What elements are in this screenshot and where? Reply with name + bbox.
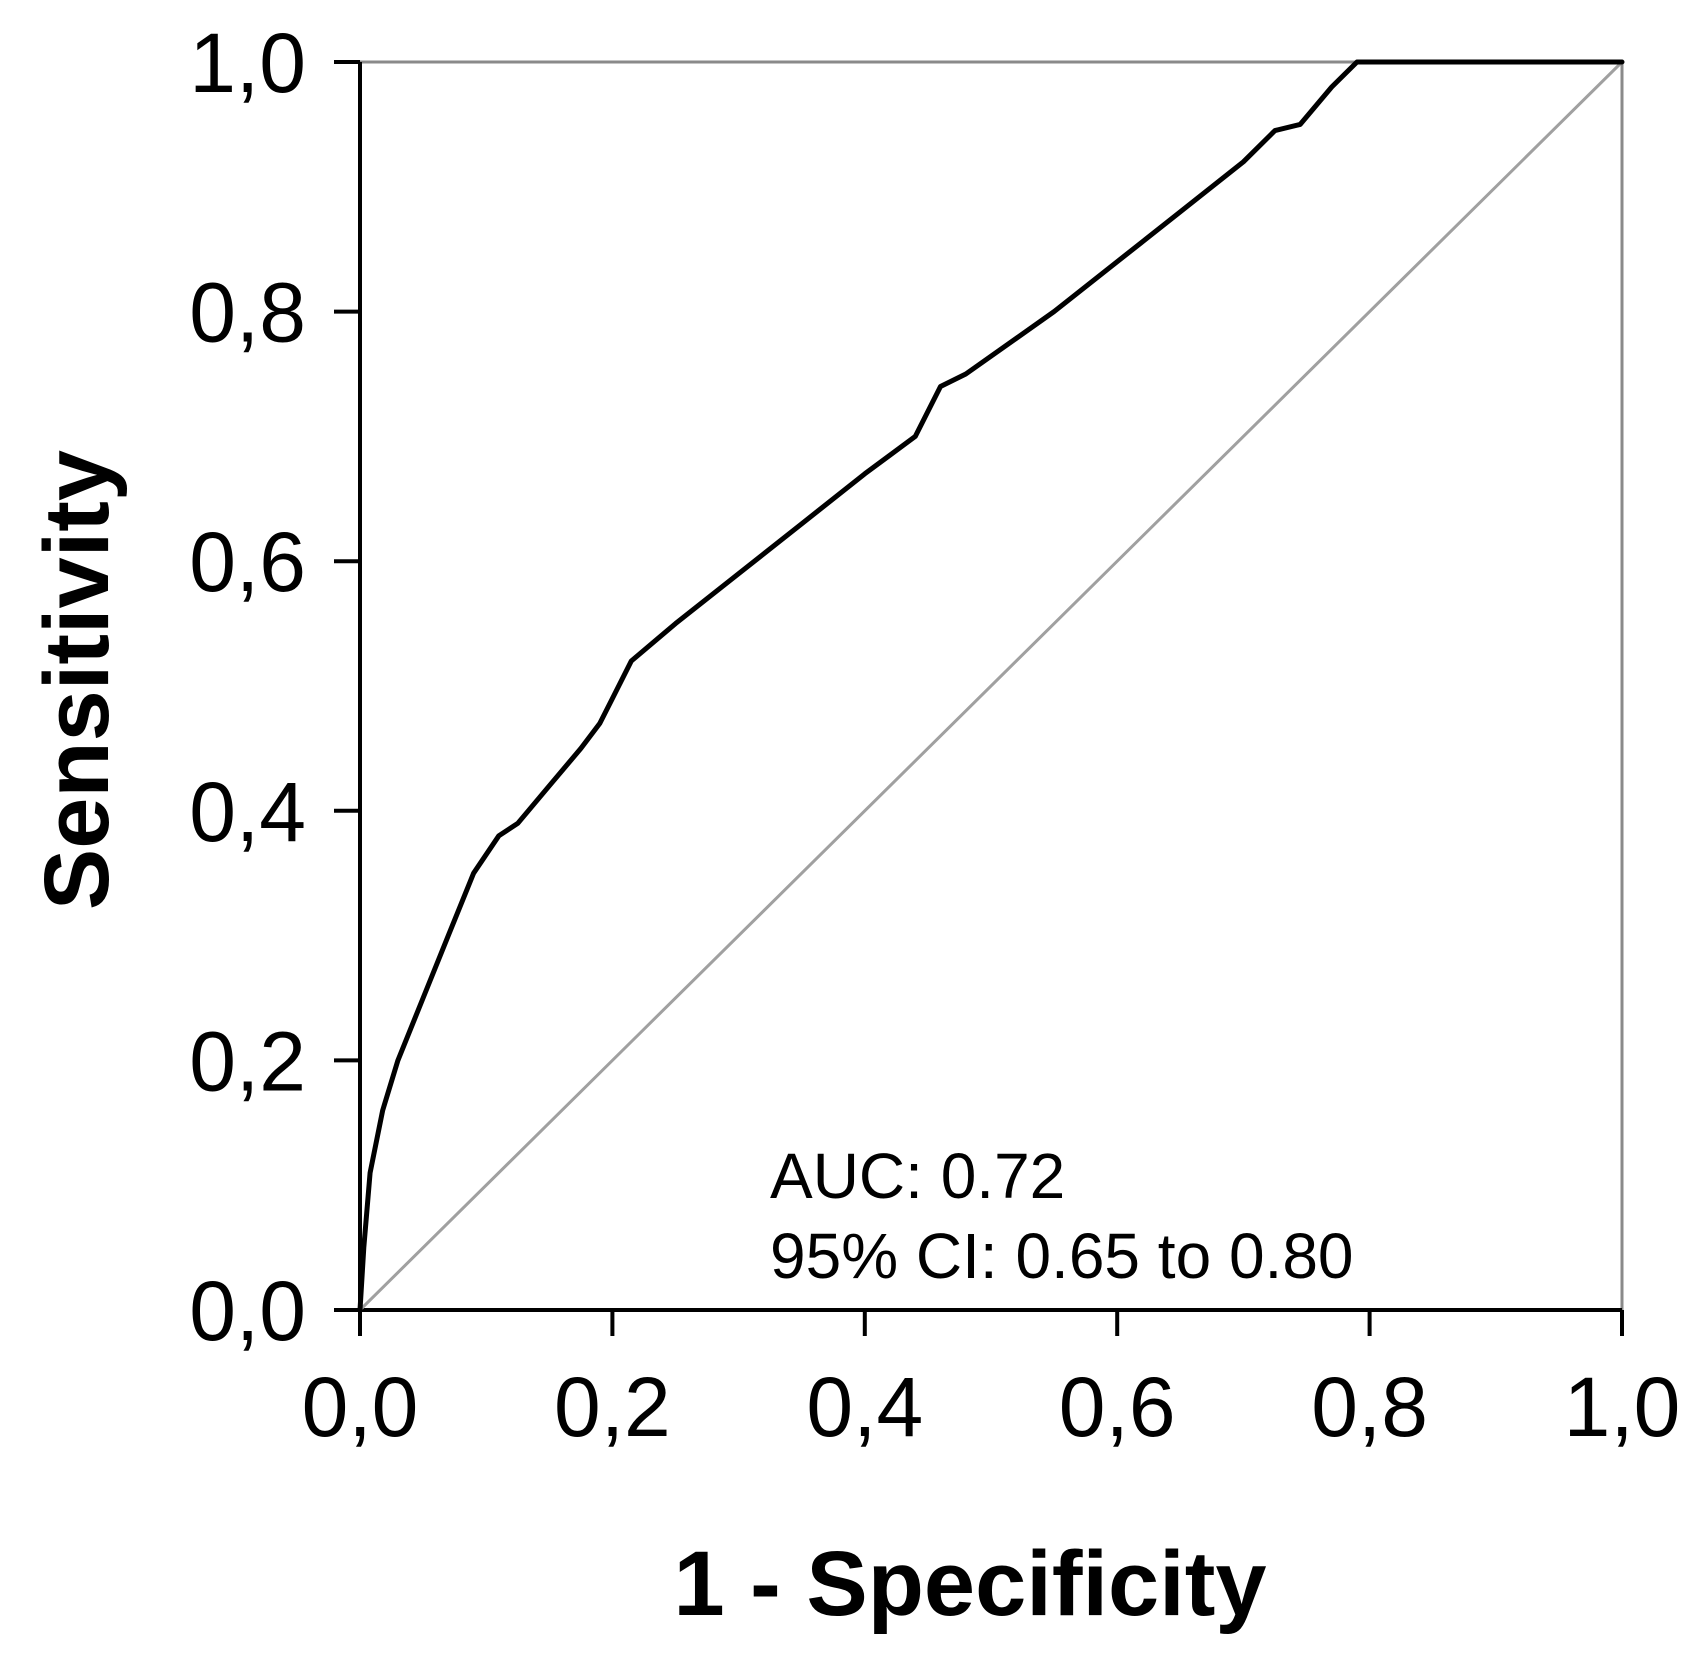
y-tick-label: 0,8 xyxy=(189,266,306,360)
x-tick-label: 0,4 xyxy=(806,1360,923,1454)
y-tick-label: 0,2 xyxy=(189,1014,306,1108)
roc-curve-line xyxy=(357,59,1625,1313)
x-tick-label: 0,0 xyxy=(302,1360,419,1454)
tick-layer: 0,0 0,2 0,4 0,6 0,8 1,0 0,0 0,2 0,4 0,6 0,8 1,0 xyxy=(189,16,1680,1454)
x-tick-label: 0,2 xyxy=(554,1360,671,1454)
y-tick-label: 0,0 xyxy=(189,1264,306,1358)
x-tick-label: 0,6 xyxy=(1059,1360,1176,1454)
series-layer xyxy=(357,59,1625,1313)
y-axis-title: Sensitivity xyxy=(26,450,128,910)
y-tick-label: 0,6 xyxy=(189,515,306,609)
x-axis-title: 1 - Specificity xyxy=(673,1533,1266,1635)
reference-diagonal-line xyxy=(358,60,1624,1312)
y-tick-label: 1,0 xyxy=(189,16,306,110)
y-tick-label: 0,4 xyxy=(189,765,306,859)
x-tick-label: 1,0 xyxy=(1564,1360,1681,1454)
auc-annotation: AUC: 0.72 xyxy=(770,1140,1065,1212)
ci-annotation: 95% CI: 0.65 to 0.80 xyxy=(770,1220,1354,1292)
x-tick-label: 0,8 xyxy=(1311,1360,1428,1454)
